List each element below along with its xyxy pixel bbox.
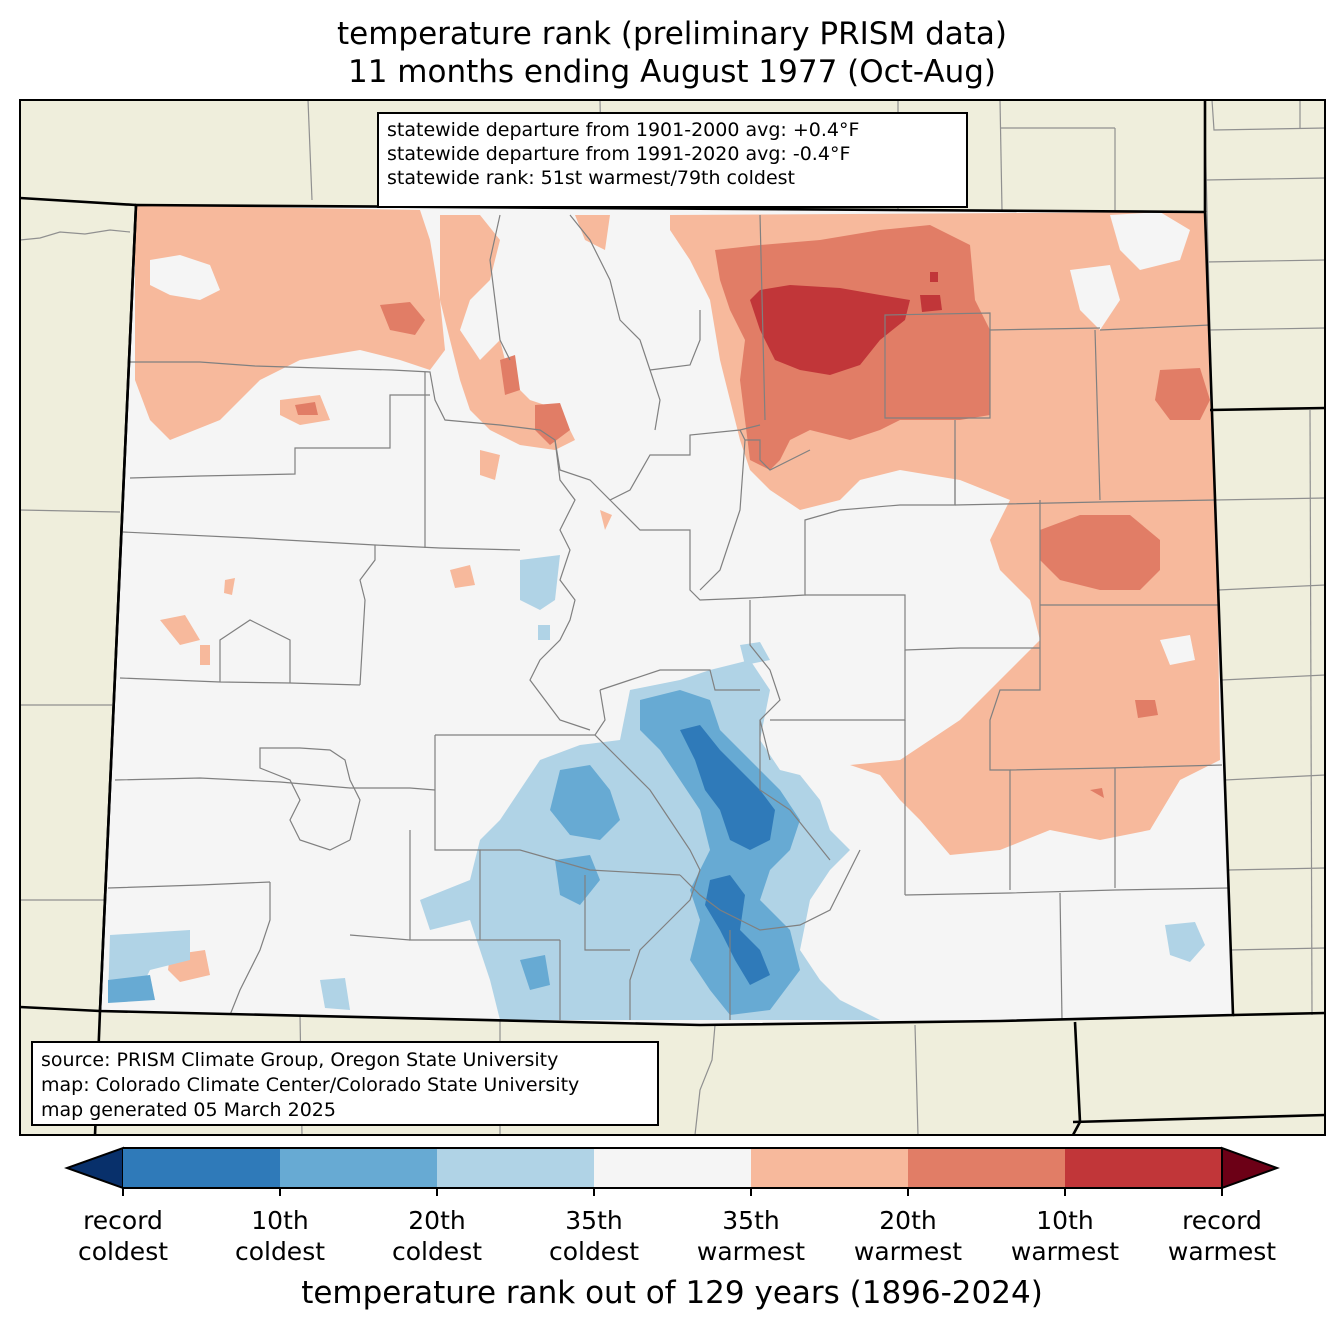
colorbar-bin	[123, 1148, 281, 1188]
source-box: source: PRISM Climate Group, Oregon Stat…	[31, 1041, 659, 1126]
colorbar-tick-label: 10th coldest	[234, 1206, 326, 1266]
colorbar-extend-over	[1221, 1146, 1280, 1190]
statewide-stats-box: statewide departure from 1901-2000 avg: …	[377, 112, 968, 208]
colorbar-bin	[437, 1148, 595, 1188]
colorbar-tick-label: 10th warmest	[1010, 1206, 1120, 1266]
colorbar-bin	[751, 1148, 909, 1188]
stats-rank: statewide rank: 51st warmest/79th coldes…	[387, 167, 796, 189]
map-title-line1: temperature rank (preliminary PRISM data…	[336, 16, 1007, 52]
colorado-county-lines	[107, 214, 1231, 1021]
source-line: source: PRISM Climate Group, Oregon Stat…	[41, 1049, 559, 1071]
colorbar-bin	[908, 1148, 1066, 1188]
colorbar-bin	[594, 1148, 752, 1188]
colorbar-tick-label: record coldest	[77, 1206, 169, 1266]
colorbar-tick-label: 20th coldest	[391, 1206, 483, 1266]
map-frame	[19, 99, 1326, 1136]
colorbar-bin	[1065, 1148, 1223, 1188]
map-credit-line: map: Colorado Climate Center/Colorado St…	[41, 1074, 580, 1096]
colorbar-tick-label: 35th warmest	[696, 1206, 806, 1266]
colorado-rank-field	[100, 205, 1233, 1025]
colorbar-bin	[280, 1148, 438, 1188]
colorbar	[64, 1146, 1280, 1196]
map-title-line2: 11 months ending August 1977 (Oct-Aug)	[347, 54, 997, 90]
stats-departure-1991: statewide departure from 1991-2020 avg: …	[387, 143, 851, 165]
stats-departure-1901: statewide departure from 1901-2000 avg: …	[387, 119, 860, 141]
colorbar-tick-label: record warmest	[1167, 1206, 1277, 1266]
colorbar-extend-under	[64, 1146, 124, 1190]
colorbar-label: temperature rank out of 129 years (1896-…	[301, 1275, 1043, 1311]
colorbar-tick-label: 35th coldest	[548, 1206, 640, 1266]
generated-date-line: map generated 05 March 2025	[41, 1099, 336, 1121]
colorbar-tick-label: 20th warmest	[853, 1206, 963, 1266]
